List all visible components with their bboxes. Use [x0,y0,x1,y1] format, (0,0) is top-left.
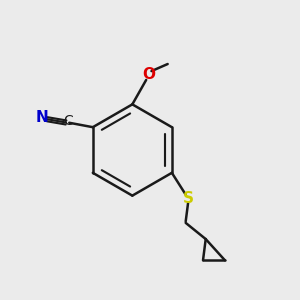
Text: O: O [142,68,155,82]
Text: C: C [63,114,73,128]
Text: S: S [183,191,194,206]
Text: N: N [36,110,49,125]
